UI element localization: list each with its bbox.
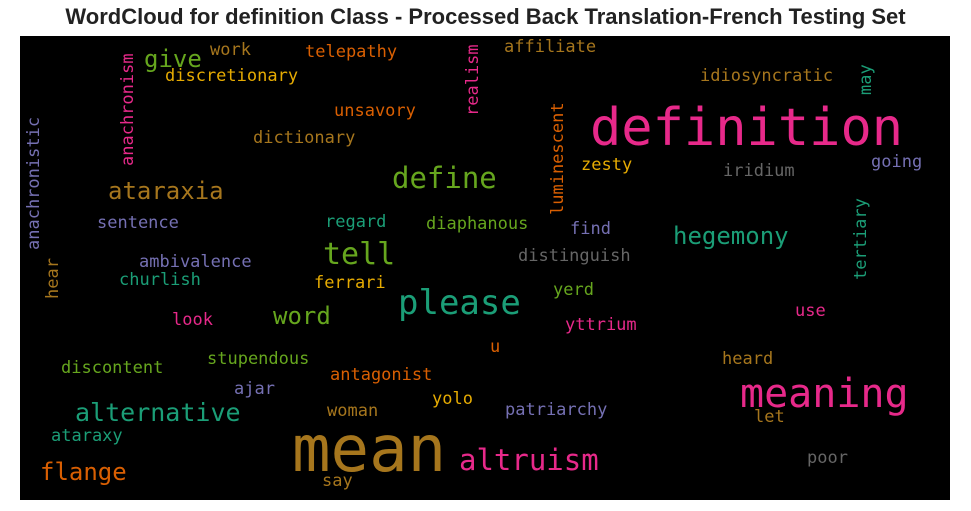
word-affiliate: affiliate [504, 37, 597, 57]
word-anachronism: anachronism [118, 53, 138, 166]
word-work: work [210, 40, 251, 60]
word-flange: flange [40, 458, 127, 486]
word-define: define [392, 161, 497, 195]
word-yttrium: yttrium [565, 315, 637, 335]
word-ataraxy: ataraxy [51, 426, 123, 446]
word-u: u [490, 337, 501, 357]
word-say: say [322, 471, 353, 491]
word-use: use [795, 301, 826, 321]
word-yerd: yerd [553, 280, 594, 300]
word-alternative: alternative [75, 398, 241, 427]
word-iridium: iridium [723, 161, 795, 181]
word-please: please [398, 283, 521, 323]
word-zesty: zesty [581, 155, 633, 175]
word-dictionary: dictionary [253, 128, 356, 148]
word-find: find [570, 219, 611, 239]
word-yolo: yolo [432, 389, 473, 409]
word-ajar: ajar [234, 379, 275, 399]
word-luminescent: luminescent [548, 102, 568, 215]
word-antagonist: antagonist [330, 365, 433, 385]
word-regard: regard [325, 212, 387, 232]
word-diaphanous: diaphanous [426, 214, 529, 234]
word-definition: definition [590, 98, 904, 158]
word-poor: poor [807, 448, 848, 468]
word-let: let [754, 407, 785, 427]
word-discontent: discontent [61, 358, 164, 378]
word-hegemony: hegemony [673, 222, 789, 250]
word-look: look [172, 310, 213, 330]
word-tell: tell [323, 237, 396, 272]
word-distinguish: distinguish [518, 246, 631, 266]
word-discretionary: discretionary [165, 66, 299, 86]
word-ambivalence: ambivalence [139, 252, 252, 272]
wordcloud-canvas: mean definition meaning please tell define alt… [20, 36, 950, 500]
word-ferrari: ferrari [314, 273, 386, 293]
word-give: give [144, 45, 202, 73]
word-realism: realism [463, 44, 483, 116]
word-going: going [871, 152, 923, 172]
word-ataraxia: ataraxia [108, 177, 224, 205]
word-meaning: meaning [740, 371, 909, 417]
word-anachronistic: anachronistic [24, 116, 44, 250]
word-mean: mean [292, 413, 447, 487]
word-hear: hear [43, 258, 63, 299]
word-woman: woman [327, 401, 379, 421]
word-may: may [856, 64, 876, 95]
word-tertiary: tertiary [851, 198, 871, 280]
word-heard: heard [722, 349, 774, 369]
word-stupendous: stupendous [207, 349, 310, 369]
chart-title: WordCloud for definition Class - Process… [65, 4, 906, 29]
word-churlish: churlish [119, 270, 201, 290]
word-altruism: altruism [459, 443, 599, 477]
word-patriarchy: patriarchy [505, 400, 608, 420]
word-word: word [273, 302, 331, 330]
word-idiosyncratic: idiosyncratic [700, 66, 834, 86]
word-unsavory: unsavory [334, 101, 416, 121]
word-telepathy: telepathy [305, 42, 398, 62]
word-sentence: sentence [97, 213, 179, 233]
